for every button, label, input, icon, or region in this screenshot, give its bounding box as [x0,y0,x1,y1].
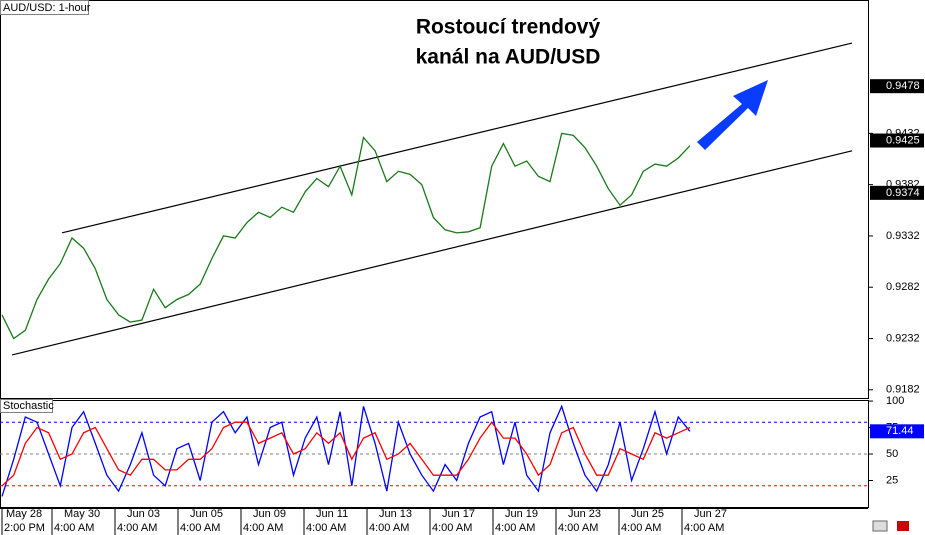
x-date-label: Jun 17 [442,508,475,520]
x-time-label: 4:00 AM [117,522,157,534]
trend-line [61,42,853,234]
x-time-label: 4:00 AM [369,522,409,534]
y-tick-label: 0.9332 [886,230,920,242]
y-tick-label: 0.9182 [886,384,920,396]
y-tick-label: 0.9282 [886,281,920,293]
x-time-label: 4:00 AM [306,522,346,534]
x-date-label: Jun 25 [631,508,664,520]
y-tick-label: 50 [886,448,898,460]
x-time-label: 4:00 AM [684,522,724,534]
trend-line [11,150,853,356]
series-line [1,132,691,340]
x-date-label: Jun 03 [127,508,160,520]
x-time-label: 4:00 AM [243,522,283,534]
x-date-label: Jun 19 [505,508,538,520]
close-icon[interactable] [897,521,909,531]
y-tick-label: 0.9232 [886,332,920,344]
x-time-label: 4:00 AM [54,522,94,534]
price-frame [0,0,869,399]
value-box [870,424,924,439]
title-box [0,0,89,15]
x-time-label: 4:00 AM [432,522,472,534]
series-line [1,404,691,497]
x-date-label: Jun 27 [694,508,727,520]
x-time-label: 4:00 AM [558,522,598,534]
x-date-label: May 28 [6,508,42,520]
y-tick-label: 25 [886,474,898,486]
series-line [1,421,691,487]
stoch-title-box [0,399,53,413]
x-date-label: Jun 05 [190,508,223,520]
x-time-label: 4:00 AM [621,522,661,534]
scroll-icon[interactable] [872,520,888,532]
x-time-label: 2:00 PM [4,522,45,534]
y-tick-label: 100 [886,395,904,407]
x-date-label: Jun 13 [379,508,412,520]
price-marker-label: 0.9374 [886,187,920,199]
trend-arrow [697,80,768,150]
x-time-label: 4:00 AM [495,522,535,534]
annotation: Rostoucí trendový [416,16,601,39]
price-marker-label: 0.9425 [886,134,920,146]
price-marker-label: 0.9478 [886,80,920,92]
x-time-label: 4:00 AM [180,522,220,534]
chart-title: AUD/USD: 1-hour [3,2,91,14]
x-date-label: May 30 [64,508,100,520]
value-label: 71.44 [886,425,914,437]
x-date-label: Jun 09 [253,508,286,520]
price-marker-box [870,79,924,94]
price-marker-box [870,133,924,148]
x-date-label: Jun 11 [316,508,348,520]
price-marker-box [870,185,924,200]
annotation: kanál na AUD/USD [416,46,601,69]
stoch-title: Stochastic [3,400,54,412]
x-date-label: Jun 23 [568,508,601,520]
